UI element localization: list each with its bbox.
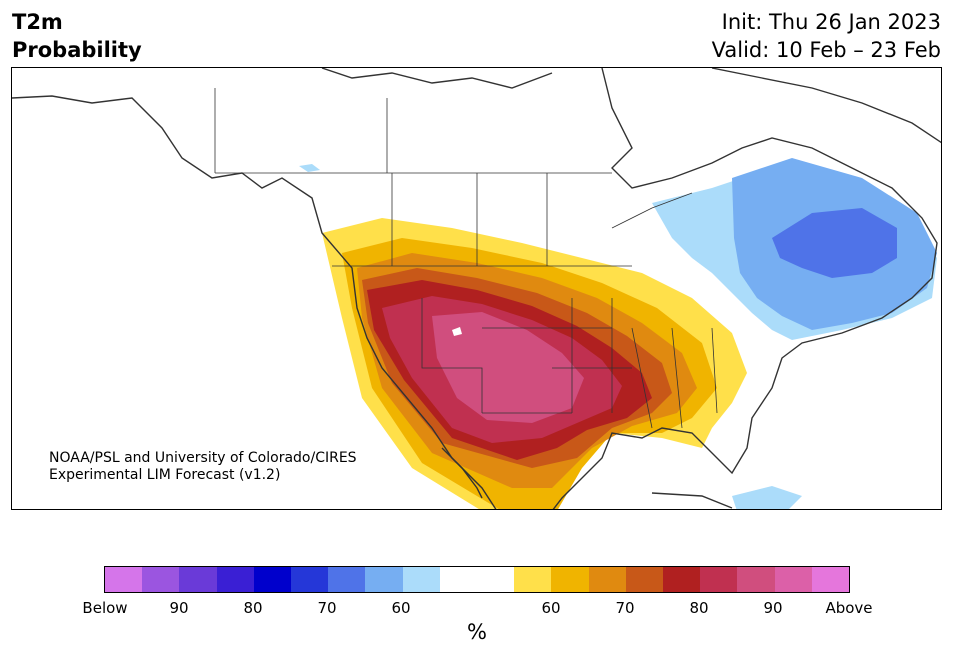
colorbar-segment — [328, 567, 366, 592]
tick-60-below: 60 — [391, 599, 411, 617]
cold-region-dark — [772, 208, 897, 278]
colorbar-segment — [253, 567, 292, 592]
forecast-map — [12, 68, 941, 509]
colorbar-segment — [105, 567, 143, 592]
colorbar-segment — [700, 567, 738, 592]
colorbar-segment — [477, 567, 515, 592]
title-variable: T2m — [12, 10, 63, 34]
colorbar-segment — [402, 567, 440, 592]
credit-line-1: NOAA/PSL and University of Colorado/CIRE… — [49, 450, 357, 466]
colorbar-segment — [216, 567, 254, 592]
map-panel — [11, 67, 942, 510]
colorbar-segment — [774, 567, 812, 592]
colorbar-segment — [811, 567, 850, 592]
cold-spot-northwest — [299, 164, 320, 172]
coastlines — [12, 68, 941, 509]
tick-60-above: 60 — [541, 599, 561, 617]
credit-text: NOAA/PSL and University of Colorado/CIRE… — [49, 450, 357, 484]
title-quantity: Probability — [12, 38, 142, 62]
valid-range: Valid: 10 Feb – 23 Feb — [711, 38, 941, 62]
warm-spot-white — [452, 327, 462, 336]
tick-80-below: 80 — [243, 599, 263, 617]
colorbar-segment — [291, 567, 329, 592]
tick-above: Above — [825, 599, 873, 617]
warm-pink — [432, 312, 584, 423]
tick-90-below: 90 — [169, 599, 189, 617]
cold-spot-florida — [732, 486, 802, 509]
colorbar-unit: % — [467, 620, 487, 644]
tick-70-below: 70 — [317, 599, 337, 617]
tick-90-above: 90 — [763, 599, 783, 617]
colorbar-segment — [365, 567, 403, 592]
tick-80-above: 80 — [689, 599, 709, 617]
colorbar-segment — [551, 567, 589, 592]
title-right: Init: Thu 26 Jan 2023 Valid: 10 Feb – 23… — [712, 8, 941, 64]
colorbar-segment — [663, 567, 701, 592]
colorbar-segment — [439, 567, 478, 592]
colorbar-segment — [514, 567, 552, 592]
title-left: T2m Probability — [12, 8, 142, 64]
colorbar-segment — [142, 567, 180, 592]
colorbar — [104, 566, 850, 593]
tick-below: Below — [82, 599, 128, 617]
credit-line-2: Experimental LIM Forecast (v1.2) — [49, 467, 281, 483]
political-boundaries — [214, 88, 718, 429]
colorbar-segment — [179, 567, 217, 592]
tick-70-above: 70 — [615, 599, 635, 617]
colorbar-segment — [588, 567, 626, 592]
colorbar-segment — [737, 567, 775, 592]
colorbar-segment — [625, 567, 664, 592]
init-date: Init: Thu 26 Jan 2023 — [721, 10, 941, 34]
